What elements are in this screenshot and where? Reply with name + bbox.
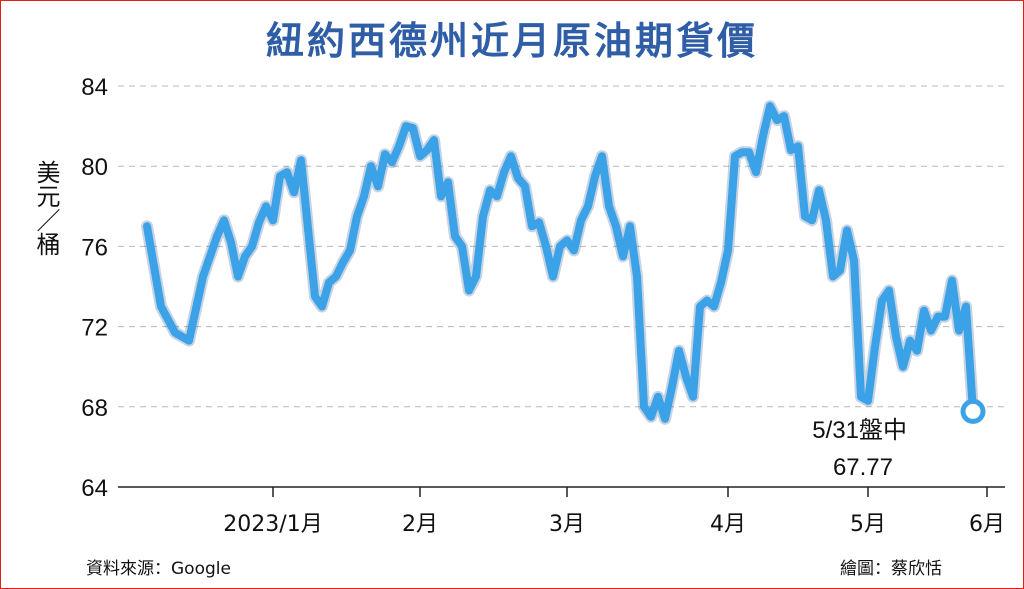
series-line	[143, 102, 977, 423]
annotation-label: 5/31盤中	[812, 417, 907, 444]
y-tick-label: 76	[81, 234, 108, 261]
annotation-value: 67.77	[833, 454, 893, 481]
last-point-marker	[960, 398, 986, 424]
x-tick-label: 6月	[969, 512, 1005, 537]
x-axis: 2023/1月 2月 3月 4月 5月 6月	[223, 487, 1005, 537]
x-tick-label: 4月	[710, 512, 746, 537]
x-tick-label: 5月	[850, 512, 886, 537]
x-tick-label: 2023/1月	[223, 512, 322, 537]
credit-note: 繪圖：蔡欣恬	[840, 559, 942, 579]
y-tick-label: 64	[81, 475, 108, 502]
chart-title: 紐約西德州近月原油期貨價	[265, 19, 758, 63]
y-axis-label: 美元／桶	[32, 160, 60, 256]
y-tick-label: 68	[81, 395, 108, 422]
x-tick-label: 3月	[549, 512, 585, 537]
source-note: 資料來源：Google	[86, 559, 231, 579]
y-tick-labels: 84 80 76 72 68 64	[81, 74, 108, 502]
y-tick-label: 72	[81, 315, 108, 342]
x-tick-label: 2月	[402, 512, 438, 537]
y-tick-label: 80	[81, 154, 108, 181]
series-lines	[141, 100, 979, 425]
y-tick-label: 84	[81, 74, 108, 101]
end-marker	[960, 398, 986, 424]
